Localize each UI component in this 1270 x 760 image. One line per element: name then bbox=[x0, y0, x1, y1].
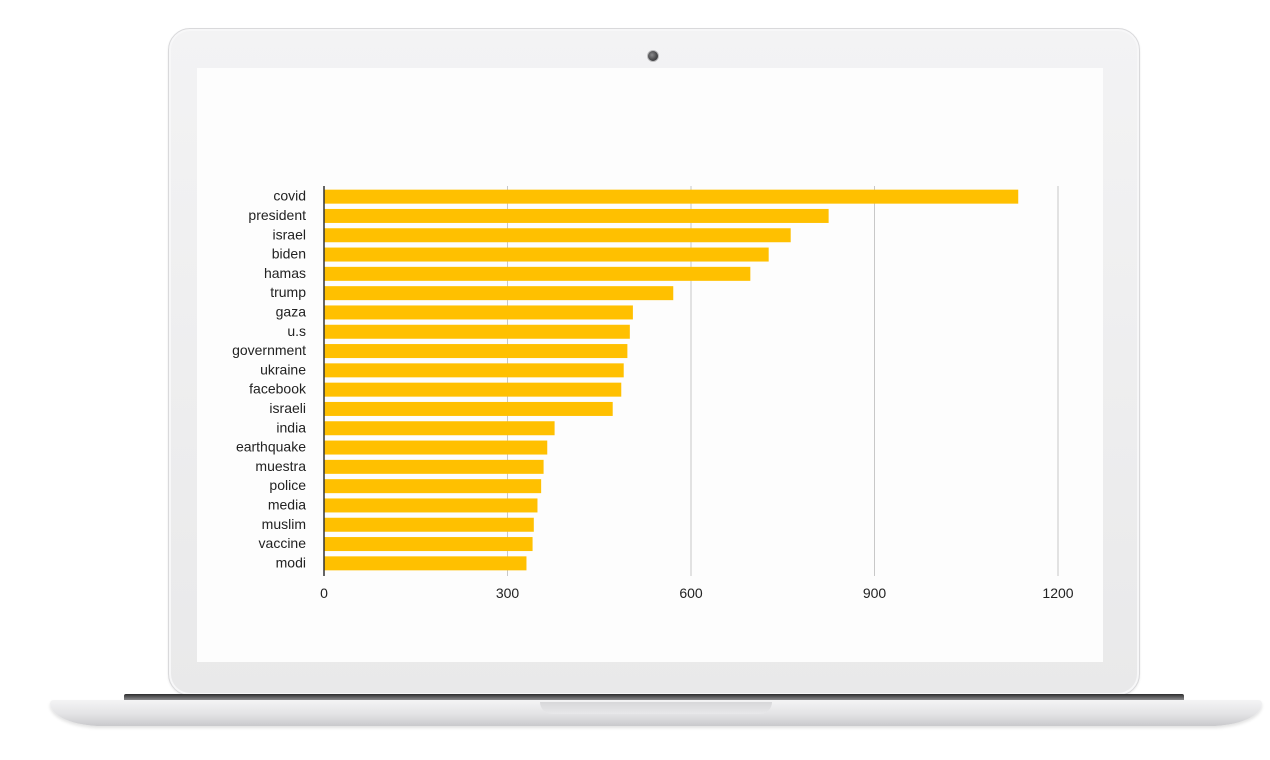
bar-police[interactable] bbox=[324, 479, 542, 494]
category-label: gaza bbox=[276, 303, 307, 319]
bar-ukraine[interactable] bbox=[324, 363, 624, 378]
category-label: modi bbox=[276, 554, 306, 570]
x-tick-labels: 0 300 600 900 1200 bbox=[320, 585, 1074, 601]
bar-trump[interactable] bbox=[324, 286, 674, 301]
category-label: facebook bbox=[249, 381, 307, 397]
category-label: government bbox=[232, 342, 306, 358]
category-label: israel bbox=[273, 226, 306, 242]
category-label: earthquake bbox=[236, 439, 306, 455]
category-label: president bbox=[248, 207, 306, 223]
category-labels: covid president israel biden hamas trump gaza u… bbox=[232, 188, 307, 571]
category-label: israeli bbox=[269, 400, 306, 416]
bar-media[interactable] bbox=[324, 498, 538, 513]
bar-government[interactable] bbox=[324, 344, 628, 359]
bar-facebook[interactable] bbox=[324, 382, 622, 397]
x-tick-label: 300 bbox=[496, 585, 520, 601]
bar-biden[interactable] bbox=[324, 247, 769, 262]
bars bbox=[324, 189, 1019, 571]
x-tick-label: 600 bbox=[679, 585, 703, 601]
laptop-opening-notch bbox=[540, 702, 772, 714]
category-label: muestra bbox=[255, 458, 306, 474]
laptop-hinge bbox=[124, 694, 1184, 704]
bar-chart: covid president israel biden hamas trump gaza u… bbox=[232, 186, 1074, 601]
category-label: hamas bbox=[264, 265, 306, 281]
category-label: biden bbox=[272, 246, 306, 262]
category-label: vaccine bbox=[259, 535, 307, 551]
x-tick-label: 0 bbox=[320, 585, 328, 601]
category-label: ukraine bbox=[260, 361, 306, 377]
bar-gaza[interactable] bbox=[324, 305, 633, 320]
bar-india[interactable] bbox=[324, 421, 555, 436]
bar-israeli[interactable] bbox=[324, 401, 613, 416]
bar-earthquake[interactable] bbox=[324, 440, 548, 455]
category-label: india bbox=[276, 419, 306, 435]
bar-u-s[interactable] bbox=[324, 324, 630, 339]
category-label: covid bbox=[273, 188, 306, 204]
bar-modi[interactable] bbox=[324, 556, 527, 571]
grid-lines bbox=[507, 186, 1059, 576]
bar-vaccine[interactable] bbox=[324, 537, 533, 552]
category-label: muslim bbox=[262, 516, 306, 532]
bar-muestra[interactable] bbox=[324, 459, 544, 474]
category-label: u.s bbox=[287, 323, 306, 339]
bar-hamas[interactable] bbox=[324, 266, 751, 281]
category-label: police bbox=[269, 477, 306, 493]
x-tick-label: 900 bbox=[863, 585, 887, 601]
bar-covid[interactable] bbox=[324, 189, 1019, 204]
webcam-icon bbox=[647, 50, 659, 62]
category-label: media bbox=[268, 496, 306, 512]
laptop-screen: covid president israel biden hamas trump gaza u… bbox=[197, 68, 1103, 662]
bar-muslim[interactable] bbox=[324, 517, 534, 532]
category-label: trump bbox=[270, 284, 306, 300]
x-tick-label: 1200 bbox=[1042, 585, 1073, 601]
bar-president[interactable] bbox=[324, 208, 829, 223]
bar-israel[interactable] bbox=[324, 228, 791, 243]
